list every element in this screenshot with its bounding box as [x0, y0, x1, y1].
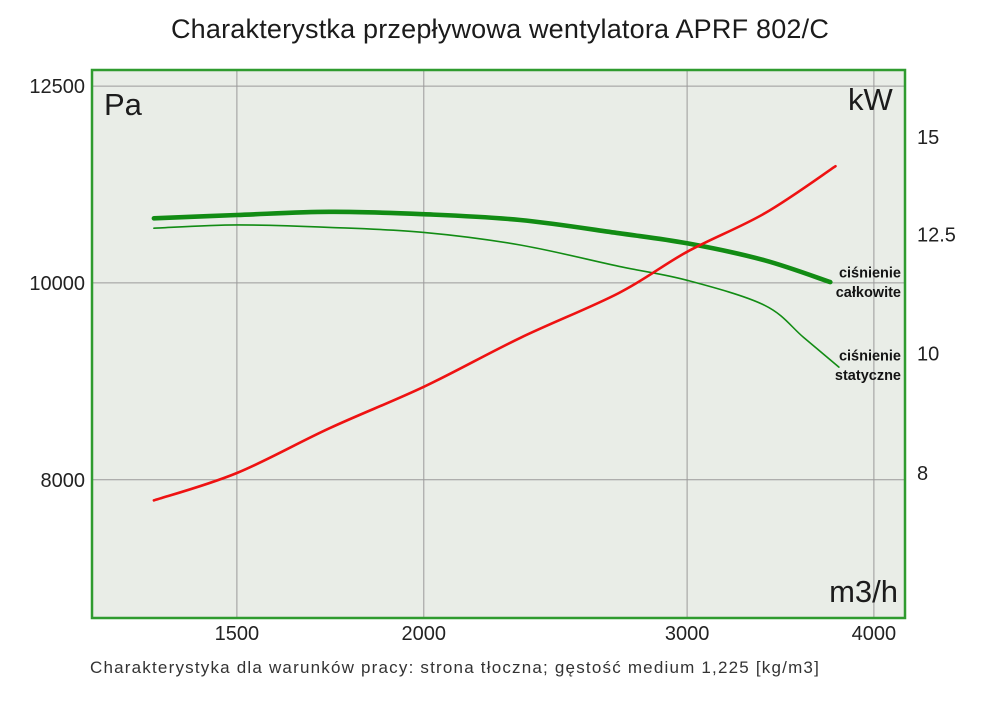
series-line-left-green: [153, 224, 840, 368]
right-tick-label: 12.5: [917, 224, 956, 246]
x-tick-label: 4000: [852, 623, 897, 645]
curve-label: całkowite: [836, 285, 901, 301]
chart-caption: Charakterystyka dla warunków pracy: stro…: [90, 658, 821, 677]
plot-border: [90, 68, 907, 620]
x-axis-unit: m3/h: [829, 574, 898, 609]
curve-label: ciśnienie: [839, 348, 901, 364]
x-tick-label: 3000: [665, 623, 710, 645]
right-tick-label: 10: [917, 344, 939, 366]
curve-label: ciśnienie: [839, 266, 901, 282]
right-tick-label: 15: [917, 127, 939, 149]
left-axis-unit: Pa: [104, 87, 143, 122]
series-line-left-green: [151, 209, 833, 285]
right-axis-unit: kW: [848, 82, 894, 117]
left-tick-label: 10000: [29, 273, 85, 295]
x-tick-label: 1500: [215, 623, 260, 645]
curve-label: statyczne: [835, 368, 901, 384]
plot-background: [92, 70, 905, 618]
left-tick-label: 8000: [41, 470, 86, 492]
x-tick-label: 2000: [402, 623, 447, 645]
right-tick-label: 8: [917, 463, 928, 485]
series-line-right-red: [152, 164, 837, 502]
chart-title: Charakterystka przepływowa wentylatora A…: [170, 14, 830, 44]
left-tick-label: 12500: [29, 76, 85, 98]
